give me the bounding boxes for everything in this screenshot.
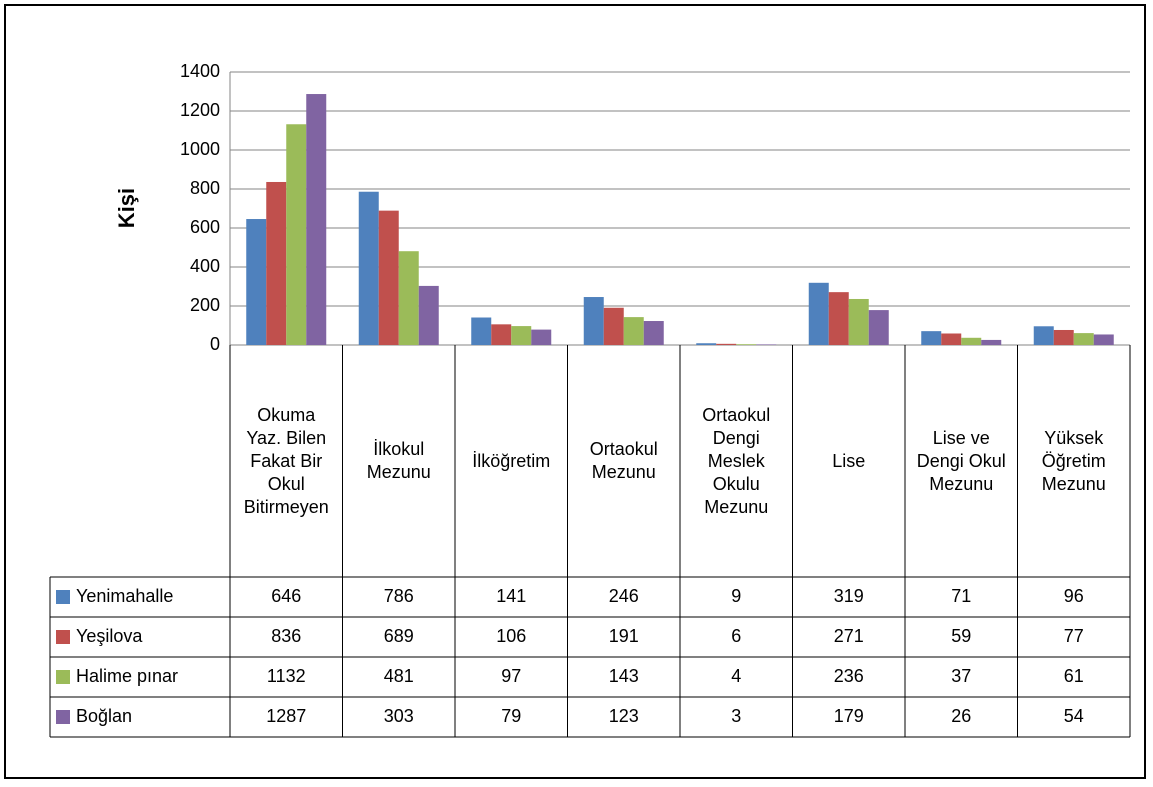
- table-value: 97: [501, 666, 521, 686]
- bar: [418, 285, 439, 345]
- bar: [583, 297, 604, 345]
- table-value: 246: [609, 586, 639, 606]
- bar: [756, 344, 777, 345]
- bar: [398, 251, 419, 345]
- x-tick-label: Okuma Yaz. Bilen Fakat Bir Okul Bitirmey…: [243, 404, 329, 517]
- table-value: 271: [834, 626, 864, 646]
- bar: [378, 210, 399, 345]
- y-tick-label: 0: [210, 334, 220, 354]
- legend-key: [56, 630, 70, 644]
- table-value: 236: [834, 666, 864, 686]
- bar: [286, 124, 307, 345]
- table-value: 689: [384, 626, 414, 646]
- y-tick-label: 1400: [180, 61, 220, 81]
- bar: [266, 181, 287, 345]
- bar: [246, 219, 267, 345]
- bar: [623, 317, 644, 345]
- bar: [696, 343, 717, 345]
- legend-label: Halime pınar: [76, 666, 178, 686]
- bar: [981, 339, 1002, 345]
- table-value: 1132: [267, 666, 306, 686]
- bar: [511, 326, 532, 345]
- table-value: 646: [271, 586, 301, 606]
- table-value: 71: [951, 586, 971, 606]
- table-value: 191: [609, 626, 639, 646]
- table-value: 6: [731, 626, 741, 646]
- table-value: 79: [501, 706, 521, 726]
- x-tick-label: Ortaokul Dengi Meslek Okulu Mezunu: [702, 404, 771, 517]
- bar: [491, 324, 512, 345]
- bar: [808, 282, 829, 345]
- bar: [716, 343, 737, 345]
- bar: [531, 329, 552, 345]
- legend-key: [56, 590, 70, 604]
- bar: [848, 298, 869, 345]
- table-value: 77: [1064, 626, 1084, 646]
- bar: [941, 333, 962, 345]
- table-value: 26: [951, 706, 971, 726]
- y-tick-label: 800: [190, 178, 220, 198]
- bar: [828, 292, 849, 345]
- table-value: 786: [384, 586, 414, 606]
- table-value: 37: [951, 666, 971, 686]
- bar: [643, 321, 664, 345]
- table-value: 9: [731, 586, 741, 606]
- bar: [736, 344, 757, 345]
- y-axis-label: Kişi: [114, 188, 139, 228]
- table-value: 179: [834, 706, 864, 726]
- legend-key: [56, 710, 70, 724]
- x-tick-label: Lise: [832, 450, 866, 471]
- table-value: 303: [384, 706, 414, 726]
- bar: [921, 331, 942, 345]
- bar: [471, 317, 492, 345]
- table-value: 481: [384, 666, 414, 686]
- bar: [1073, 333, 1094, 345]
- table-value: 96: [1064, 586, 1084, 606]
- x-tick-label: Lise ve Dengi Okul Mezunu: [916, 427, 1006, 494]
- legend-key: [56, 670, 70, 684]
- y-tick-label: 1200: [180, 100, 220, 120]
- table-value: 141: [496, 586, 526, 606]
- y-tick-label: 400: [190, 256, 220, 276]
- chart-frame: [4, 4, 1146, 779]
- table-value: 61: [1064, 666, 1084, 686]
- table-value: 59: [951, 626, 971, 646]
- table-value: 54: [1064, 706, 1084, 726]
- y-tick-label: 600: [190, 217, 220, 237]
- table-value: 4: [731, 666, 741, 686]
- table-value: 1287: [266, 706, 306, 726]
- bar: [1033, 326, 1054, 345]
- legend-label: Boğlan: [76, 706, 132, 726]
- table-value: 3: [731, 706, 741, 726]
- bar: [1053, 329, 1074, 345]
- y-tick-label: 1000: [180, 139, 220, 159]
- table-value: 836: [271, 626, 301, 646]
- table-value: 319: [834, 586, 864, 606]
- legend-label: Yenimahalle: [76, 586, 173, 606]
- bar: [1093, 334, 1114, 345]
- y-tick-label: 200: [190, 295, 220, 315]
- table-value: 123: [609, 706, 639, 726]
- legend-label: Yeşilova: [76, 626, 143, 646]
- bar: [868, 310, 889, 345]
- table-value: 143: [609, 666, 639, 686]
- bar: [603, 307, 624, 345]
- x-tick-label: İlköğretim: [472, 450, 551, 471]
- table-value: 106: [496, 626, 526, 646]
- bar: [961, 337, 982, 345]
- x-tick-label: İlkokul Mezunu: [366, 439, 431, 482]
- x-tick-label: Ortaokul Mezunu: [589, 439, 658, 482]
- bar: [306, 94, 327, 345]
- bar: [358, 191, 379, 345]
- x-tick-label: Yüksek Öğretim Mezunu: [1041, 427, 1106, 494]
